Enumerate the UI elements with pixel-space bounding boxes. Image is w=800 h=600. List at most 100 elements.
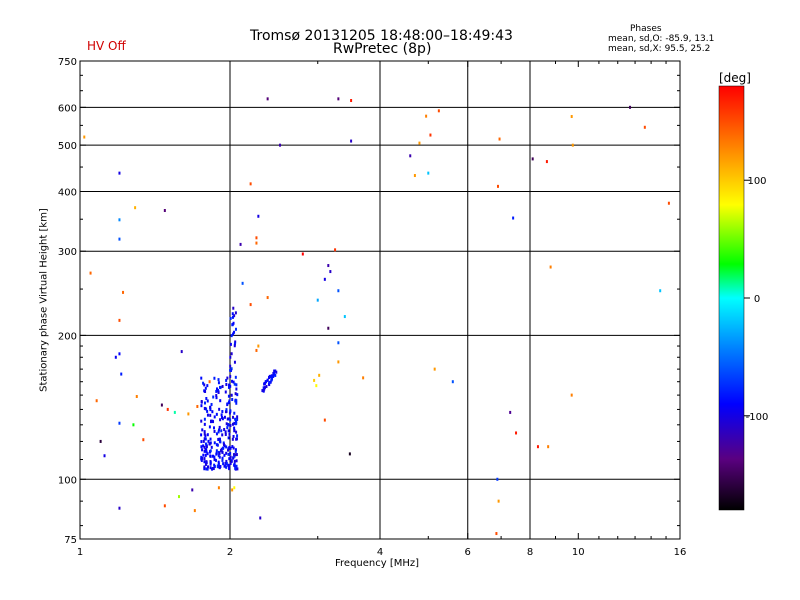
data-point [233, 344, 236, 348]
data-point [274, 373, 277, 377]
data-point [229, 418, 232, 422]
data-point [229, 368, 232, 372]
data-point [118, 318, 121, 322]
data-point [201, 448, 204, 452]
data-point [233, 330, 236, 334]
data-point [205, 450, 208, 454]
data-point [203, 467, 206, 471]
data-point [236, 393, 239, 397]
data-point [231, 398, 234, 402]
data-point [337, 341, 340, 345]
data-point [667, 201, 670, 205]
data-point [275, 370, 278, 374]
data-point [269, 375, 272, 379]
axis-ticks: 1 2 4 6 8 10 16 75 100 200 300 400 500 600 750 [58, 57, 686, 558]
data-point [203, 445, 206, 449]
data-point [224, 410, 227, 414]
data-point [208, 380, 211, 384]
data-point [203, 430, 206, 434]
data-point [659, 289, 662, 293]
data-point [209, 437, 212, 441]
data-point [236, 417, 239, 421]
data-point [83, 135, 86, 139]
data-point [316, 298, 319, 302]
data-point [205, 396, 208, 400]
data-point [200, 376, 203, 380]
data-point [180, 350, 183, 354]
data-point [497, 499, 500, 503]
data-point [232, 456, 235, 460]
data-point [204, 386, 207, 390]
data-point [427, 171, 430, 175]
data-point [191, 488, 194, 492]
data-point [225, 462, 228, 466]
data-point [232, 380, 235, 384]
data-point [221, 446, 224, 450]
data-point [118, 352, 121, 356]
data-point [265, 384, 268, 388]
data-point [315, 384, 318, 388]
data-point [234, 311, 237, 315]
data-point [255, 241, 258, 245]
colorbar [718, 85, 745, 511]
data-point [209, 461, 212, 465]
data-point [227, 401, 230, 405]
colorbar-title: [deg] [719, 71, 751, 85]
data-point [225, 445, 228, 449]
data-point [262, 388, 265, 392]
data-point [437, 109, 440, 113]
y-tick-label: 600 [58, 103, 77, 114]
data-point [202, 453, 205, 457]
data-point [215, 432, 218, 436]
data-point [203, 449, 206, 453]
data-point [217, 378, 220, 382]
data-point [235, 399, 238, 403]
data-point [230, 459, 233, 463]
data-point [257, 214, 260, 218]
data-point [235, 401, 238, 405]
data-point [228, 383, 231, 387]
data-point [206, 409, 209, 413]
data-point [233, 462, 236, 466]
data-point [122, 290, 125, 294]
data-point [323, 277, 326, 281]
data-point [337, 360, 340, 364]
data-point [233, 486, 236, 490]
data-point [230, 393, 233, 397]
data-point [204, 437, 207, 441]
data-point [118, 237, 121, 241]
data-point [205, 445, 208, 449]
data-point [225, 422, 228, 426]
data-point [213, 441, 216, 445]
data-point [249, 303, 252, 307]
data-point [118, 506, 121, 510]
data-point [218, 455, 221, 459]
data-point [216, 465, 219, 469]
data-point [218, 425, 221, 429]
data-point [135, 394, 138, 398]
data-point [217, 437, 220, 441]
phase-stats-title: Phases [630, 24, 662, 34]
data-point [221, 417, 224, 421]
y-tick-label: 100 [58, 475, 77, 486]
data-point [215, 443, 218, 447]
data-point [348, 452, 351, 456]
data-point [230, 334, 233, 338]
data-point [202, 439, 205, 443]
data-point [409, 154, 412, 158]
data-point [279, 143, 282, 147]
data-point [213, 458, 216, 462]
data-point [236, 415, 239, 419]
data-point [219, 386, 222, 390]
data-point [425, 114, 428, 118]
data-point [231, 422, 234, 426]
data-point [209, 441, 212, 445]
data-point [223, 464, 226, 468]
data-point [211, 467, 214, 471]
x-tick-label: 4 [377, 547, 383, 558]
data-point [219, 440, 222, 444]
data-point [233, 454, 236, 458]
data-point [226, 376, 229, 380]
data-point [228, 423, 231, 427]
